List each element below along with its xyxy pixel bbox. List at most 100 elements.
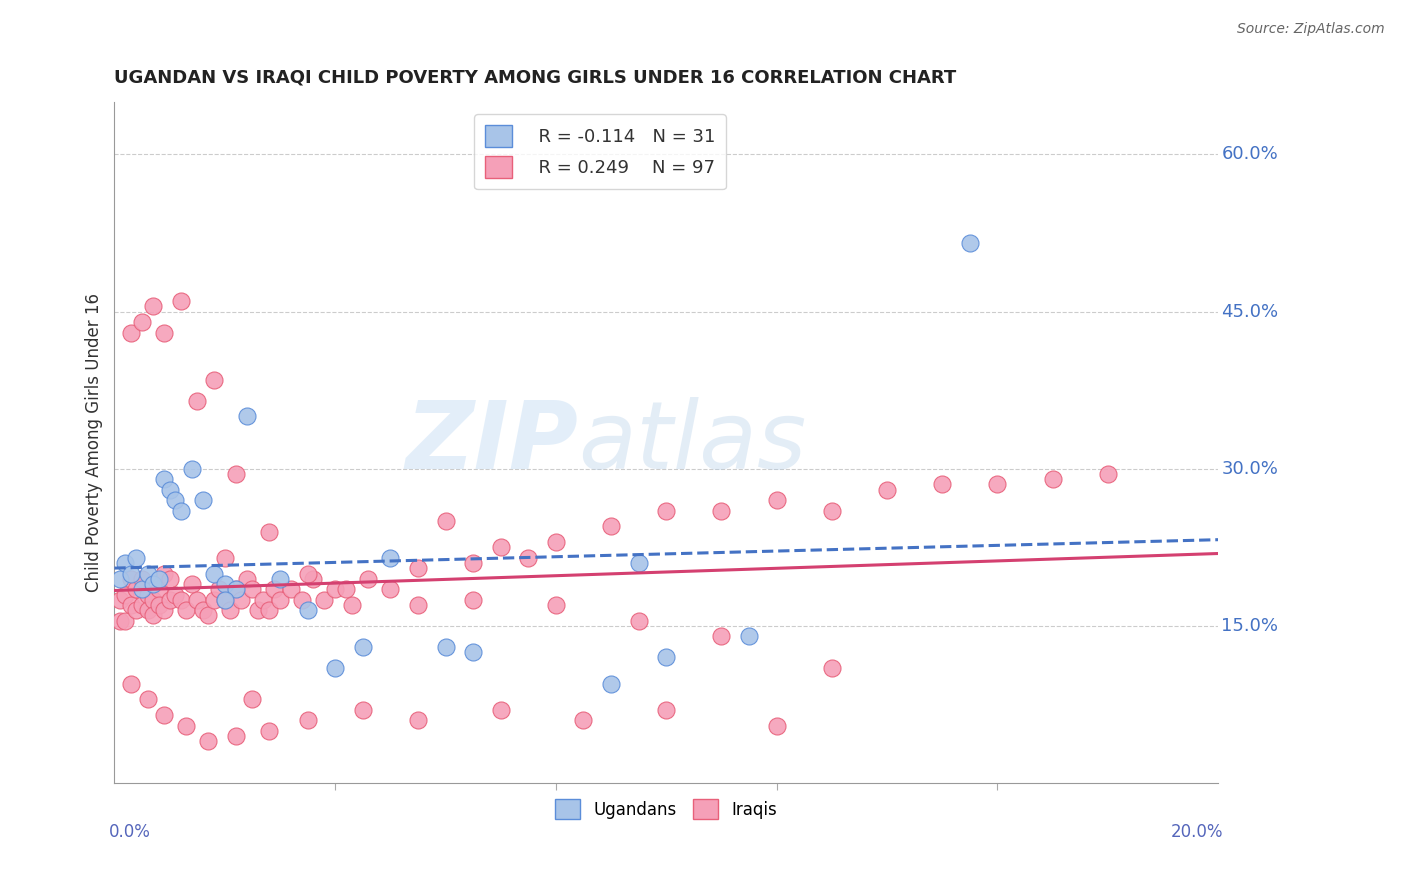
Point <box>131 572 153 586</box>
Point <box>461 556 484 570</box>
Point <box>120 676 142 690</box>
Point <box>340 598 363 612</box>
Point <box>489 541 512 555</box>
Text: Source: ZipAtlas.com: Source: ZipAtlas.com <box>1237 22 1385 37</box>
Point <box>142 577 165 591</box>
Point <box>352 703 374 717</box>
Point <box>352 640 374 654</box>
Point <box>1042 472 1064 486</box>
Point <box>125 582 148 597</box>
Point <box>225 467 247 481</box>
Point <box>169 504 191 518</box>
Point <box>214 577 236 591</box>
Point <box>434 514 457 528</box>
Point <box>600 519 623 533</box>
Point <box>214 550 236 565</box>
Point <box>821 661 844 675</box>
Point <box>406 561 429 575</box>
Point <box>323 661 346 675</box>
Point <box>302 572 325 586</box>
Point <box>655 650 678 665</box>
Point <box>120 598 142 612</box>
Point <box>231 592 253 607</box>
Point <box>600 676 623 690</box>
Point <box>252 592 274 607</box>
Point <box>169 294 191 309</box>
Point <box>765 718 787 732</box>
Point <box>208 582 231 597</box>
Text: UGANDAN VS IRAQI CHILD POVERTY AMONG GIRLS UNDER 16 CORRELATION CHART: UGANDAN VS IRAQI CHILD POVERTY AMONG GIR… <box>114 69 956 87</box>
Point <box>517 550 540 565</box>
Point <box>655 504 678 518</box>
Point <box>153 326 176 340</box>
Point <box>148 582 170 597</box>
Point <box>108 592 131 607</box>
Point <box>710 504 733 518</box>
Point <box>406 598 429 612</box>
Point <box>236 572 259 586</box>
Point <box>120 566 142 581</box>
Point <box>197 608 219 623</box>
Text: 20.0%: 20.0% <box>1171 823 1223 841</box>
Point <box>153 708 176 723</box>
Point <box>153 603 176 617</box>
Point <box>174 603 197 617</box>
Point <box>219 603 242 617</box>
Point <box>153 566 176 581</box>
Point <box>202 592 225 607</box>
Point <box>297 566 319 581</box>
Point <box>142 299 165 313</box>
Point <box>108 572 131 586</box>
Point <box>297 603 319 617</box>
Point <box>434 640 457 654</box>
Point <box>142 592 165 607</box>
Point <box>236 409 259 424</box>
Point <box>257 603 280 617</box>
Point <box>544 535 567 549</box>
Point <box>180 577 202 591</box>
Text: 30.0%: 30.0% <box>1222 459 1278 478</box>
Point <box>148 572 170 586</box>
Point <box>821 504 844 518</box>
Point <box>214 592 236 607</box>
Point <box>225 729 247 743</box>
Point <box>1097 467 1119 481</box>
Point <box>191 493 214 508</box>
Point <box>246 603 269 617</box>
Point <box>120 572 142 586</box>
Point <box>148 598 170 612</box>
Text: 15.0%: 15.0% <box>1222 617 1278 635</box>
Text: 45.0%: 45.0% <box>1222 302 1278 320</box>
Text: atlas: atlas <box>578 397 806 488</box>
Point <box>357 572 380 586</box>
Point <box>738 630 761 644</box>
Point <box>461 592 484 607</box>
Point <box>125 550 148 565</box>
Point <box>120 326 142 340</box>
Point <box>165 588 187 602</box>
Point <box>136 566 159 581</box>
Point <box>335 582 357 597</box>
Legend: Ugandans, Iraqis: Ugandans, Iraqis <box>548 792 785 826</box>
Point <box>136 692 159 706</box>
Point <box>959 236 981 251</box>
Point <box>191 603 214 617</box>
Point <box>169 592 191 607</box>
Point <box>380 582 402 597</box>
Point <box>131 315 153 329</box>
Point <box>876 483 898 497</box>
Point <box>297 713 319 727</box>
Point <box>131 598 153 612</box>
Point <box>240 692 263 706</box>
Point <box>225 582 247 597</box>
Point <box>180 462 202 476</box>
Text: 0.0%: 0.0% <box>108 823 150 841</box>
Point <box>125 603 148 617</box>
Point <box>461 645 484 659</box>
Point <box>108 614 131 628</box>
Point <box>627 556 650 570</box>
Point <box>257 524 280 539</box>
Point <box>380 550 402 565</box>
Point <box>174 718 197 732</box>
Point <box>765 493 787 508</box>
